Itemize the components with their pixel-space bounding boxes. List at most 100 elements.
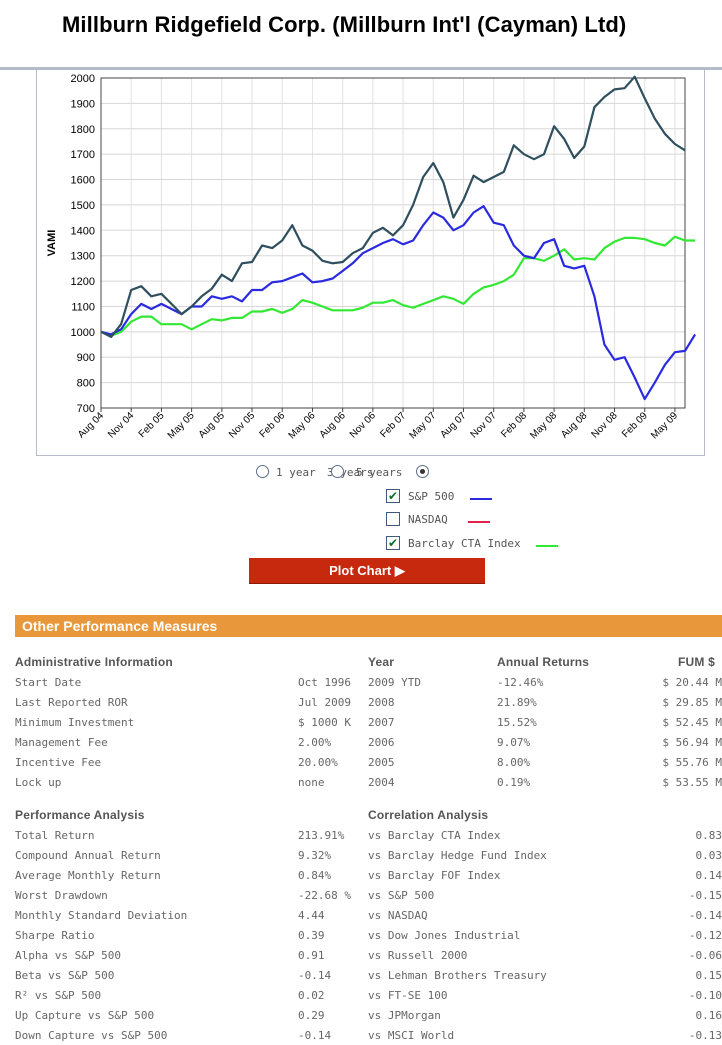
y-tick-label: 1200 xyxy=(71,276,95,288)
benchmark-checkbox-nasdaq[interactable] xyxy=(386,512,400,526)
period-radio-3-years[interactable] xyxy=(331,465,344,478)
vami-chart-panel: 700 800 900 1000 1100 1200 1300 1400 1500 1600 170… xyxy=(36,70,705,456)
chart-controls: 1 year 3 years 5 years ✔ S&P 500 NASDAQ ✔ Barc… xyxy=(0,458,722,588)
admin-value: $ 1000 K xyxy=(298,716,351,729)
x-tick-label: May 07 xyxy=(407,410,438,441)
y-tick-label: 1300 xyxy=(71,251,95,263)
admin-header: Administrative Information xyxy=(15,655,173,669)
x-tick-label: May 06 xyxy=(287,410,318,441)
legend-swatch xyxy=(468,521,490,523)
performance-label: Total Return xyxy=(15,829,95,842)
annual-year: 2007 xyxy=(368,716,395,729)
performance-label: Average Monthly Return xyxy=(15,869,161,882)
performance-label: Sharpe Ratio xyxy=(15,929,95,942)
correlation-value: 0.03 xyxy=(695,849,722,862)
admin-label: Last Reported ROR xyxy=(15,696,128,709)
x-tick-label: Feb 08 xyxy=(499,410,529,440)
x-tick-label: Nov 05 xyxy=(227,410,257,440)
x-tick-label: Feb 07 xyxy=(378,410,408,440)
admin-label: Start Date xyxy=(15,676,82,689)
y-tick-label: 800 xyxy=(77,378,95,390)
annual-year: 2005 xyxy=(368,756,395,769)
y-tick-label: 2000 xyxy=(71,73,95,85)
correlation-value: -0.12 xyxy=(688,929,722,942)
annual-return: 21.89% xyxy=(497,696,537,709)
performance-label: Monthly Standard Deviation xyxy=(15,909,188,922)
performance-label: Alpha vs S&P 500 xyxy=(15,949,121,962)
annual-year: 2004 xyxy=(368,776,395,789)
admin-value: Oct 1996 xyxy=(298,676,351,689)
correlation-value: -0.14 xyxy=(688,909,722,922)
performance-label: Beta vs S&P 500 xyxy=(15,969,115,982)
correlation-label: vs Lehman Brothers Treasury xyxy=(368,969,547,982)
correlation-value: 0.15 xyxy=(695,969,722,982)
admin-value: none xyxy=(298,776,325,789)
x-tick-label: Nov 06 xyxy=(348,410,378,440)
y-tick-label: 1100 xyxy=(71,301,95,313)
correlation-label: vs MSCI World xyxy=(368,1029,455,1042)
performance-label: Compound Annual Return xyxy=(15,849,161,862)
x-tick-label: Aug 08 xyxy=(559,410,589,440)
performance-value: 4.44 xyxy=(298,909,325,922)
period-label: 1 year xyxy=(276,466,316,479)
annual-return: -12.46% xyxy=(497,676,544,689)
admin-label: Lock up xyxy=(15,776,62,789)
y-tick-label: 1900 xyxy=(71,98,95,110)
section-title: Other Performance Measures xyxy=(15,615,722,637)
page-title: Millburn Ridgefield Corp. (Millburn Int'… xyxy=(62,12,627,37)
annual-return: 9.07% xyxy=(497,736,531,749)
admin-value: 2.00% xyxy=(298,736,332,749)
benchmark-checkbox-s-p-500[interactable]: ✔ xyxy=(386,489,400,503)
admin-value: 20.00% xyxy=(298,756,338,769)
benchmark-label: Barclay CTA Index xyxy=(408,537,521,550)
performance-label: Up Capture vs S&P 500 xyxy=(15,1009,155,1022)
y-tick-label: 1800 xyxy=(71,124,95,136)
x-tick-label: Nov 04 xyxy=(106,410,136,440)
annual-fum: $ 53.55 M xyxy=(662,776,722,789)
y-tick-label: 1700 xyxy=(71,149,95,161)
y-tick-label: 900 xyxy=(77,352,95,364)
performance-value: 0.29 xyxy=(298,1009,325,1022)
correlation-value: -0.15 xyxy=(688,889,722,902)
x-tick-label: May 09 xyxy=(649,410,680,441)
performance-value: -0.14 xyxy=(298,1029,332,1042)
correlation-header: Correlation Analysis xyxy=(368,808,489,822)
performance-value: -22.68 % xyxy=(298,889,351,902)
admin-label: Incentive Fee xyxy=(15,756,102,769)
annual-return: 0.19% xyxy=(497,776,531,789)
correlation-label: vs Barclay FOF Index xyxy=(368,869,501,882)
vami-line-chart: 700 800 900 1000 1100 1200 1300 1400 1500 1600 170… xyxy=(46,73,697,441)
y-tick-label: 1600 xyxy=(71,175,95,187)
period-radio-1-year[interactable] xyxy=(256,465,269,478)
period-label: 5 years xyxy=(356,466,403,479)
period-radio-5-years[interactable] xyxy=(416,465,429,478)
x-tick-label: Feb 05 xyxy=(137,410,167,440)
legend-swatch xyxy=(470,498,492,500)
annual-year: 2008 xyxy=(368,696,395,709)
x-tick-label: Nov 07 xyxy=(469,410,499,440)
x-tick-label: Aug 06 xyxy=(318,410,348,440)
x-tick-label: Feb 09 xyxy=(620,410,650,440)
plot-area xyxy=(100,77,686,409)
correlation-value: 0.14 xyxy=(695,869,722,882)
correlation-label: vs NASDAQ xyxy=(368,909,428,922)
series-line-barclay-cta-index xyxy=(100,235,696,337)
annual-fum: $ 56.94 M xyxy=(662,736,722,749)
performance-label: R² vs S&P 500 xyxy=(15,989,102,1002)
y-tick-label: 1400 xyxy=(71,225,95,237)
annual-fum: $ 20.44 M xyxy=(662,676,722,689)
admin-value: Jul 2009 xyxy=(298,696,351,709)
header-divider xyxy=(0,67,722,70)
benchmark-label: NASDAQ xyxy=(408,513,448,526)
y-tick-label: 1000 xyxy=(71,327,95,339)
benchmark-checkbox-barclay-cta-index[interactable]: ✔ xyxy=(386,536,400,550)
correlation-label: vs FT-SE 100 xyxy=(368,989,448,1002)
performance-value: 0.84% xyxy=(298,869,332,882)
annual-fum: $ 55.76 M xyxy=(662,756,722,769)
plot-chart-button[interactable]: Plot Chart ▶ xyxy=(249,558,485,584)
x-tick-label: May 05 xyxy=(166,410,197,441)
y-axis-label: VAMI xyxy=(46,230,58,257)
y-tick-label: 700 xyxy=(77,403,95,415)
correlation-label: vs JPMorgan xyxy=(368,1009,441,1022)
performance-label: Worst Drawdown xyxy=(15,889,108,902)
